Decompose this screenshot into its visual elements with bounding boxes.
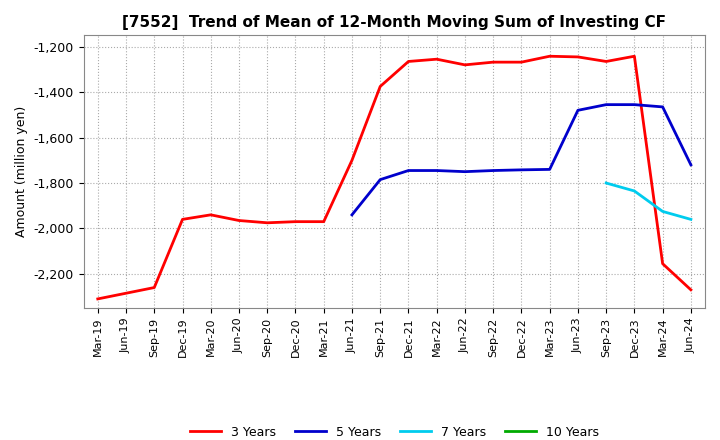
3 Years bbox=[461, 62, 469, 67]
3 Years bbox=[489, 59, 498, 65]
5 Years bbox=[404, 168, 413, 173]
3 Years bbox=[122, 290, 130, 296]
5 Years bbox=[687, 162, 696, 168]
Title: [7552]  Trend of Mean of 12-Month Moving Sum of Investing CF: [7552] Trend of Mean of 12-Month Moving … bbox=[122, 15, 666, 30]
3 Years bbox=[630, 54, 639, 59]
5 Years bbox=[630, 102, 639, 107]
3 Years bbox=[404, 59, 413, 64]
3 Years bbox=[433, 57, 441, 62]
5 Years bbox=[602, 102, 611, 107]
3 Years bbox=[348, 158, 356, 163]
3 Years bbox=[602, 59, 611, 64]
3 Years bbox=[291, 219, 300, 224]
3 Years bbox=[687, 287, 696, 293]
5 Years bbox=[658, 104, 667, 110]
Line: 7 Years: 7 Years bbox=[606, 183, 691, 220]
Line: 5 Years: 5 Years bbox=[352, 105, 691, 215]
7 Years bbox=[687, 217, 696, 222]
5 Years bbox=[348, 212, 356, 217]
Legend: 3 Years, 5 Years, 7 Years, 10 Years: 3 Years, 5 Years, 7 Years, 10 Years bbox=[184, 421, 604, 440]
5 Years bbox=[376, 177, 384, 182]
3 Years bbox=[574, 54, 582, 59]
3 Years bbox=[517, 59, 526, 65]
3 Years bbox=[545, 54, 554, 59]
Line: 3 Years: 3 Years bbox=[98, 56, 691, 299]
3 Years bbox=[94, 296, 102, 301]
5 Years bbox=[574, 108, 582, 113]
7 Years bbox=[630, 188, 639, 194]
5 Years bbox=[517, 167, 526, 172]
7 Years bbox=[658, 209, 667, 214]
3 Years bbox=[235, 218, 243, 223]
5 Years bbox=[489, 168, 498, 173]
3 Years bbox=[263, 220, 271, 225]
3 Years bbox=[178, 217, 186, 222]
3 Years bbox=[376, 84, 384, 89]
5 Years bbox=[545, 167, 554, 172]
5 Years bbox=[433, 168, 441, 173]
Y-axis label: Amount (million yen): Amount (million yen) bbox=[15, 106, 28, 237]
3 Years bbox=[658, 261, 667, 266]
5 Years bbox=[461, 169, 469, 174]
3 Years bbox=[207, 212, 215, 217]
7 Years bbox=[602, 180, 611, 186]
3 Years bbox=[150, 285, 158, 290]
3 Years bbox=[320, 219, 328, 224]
